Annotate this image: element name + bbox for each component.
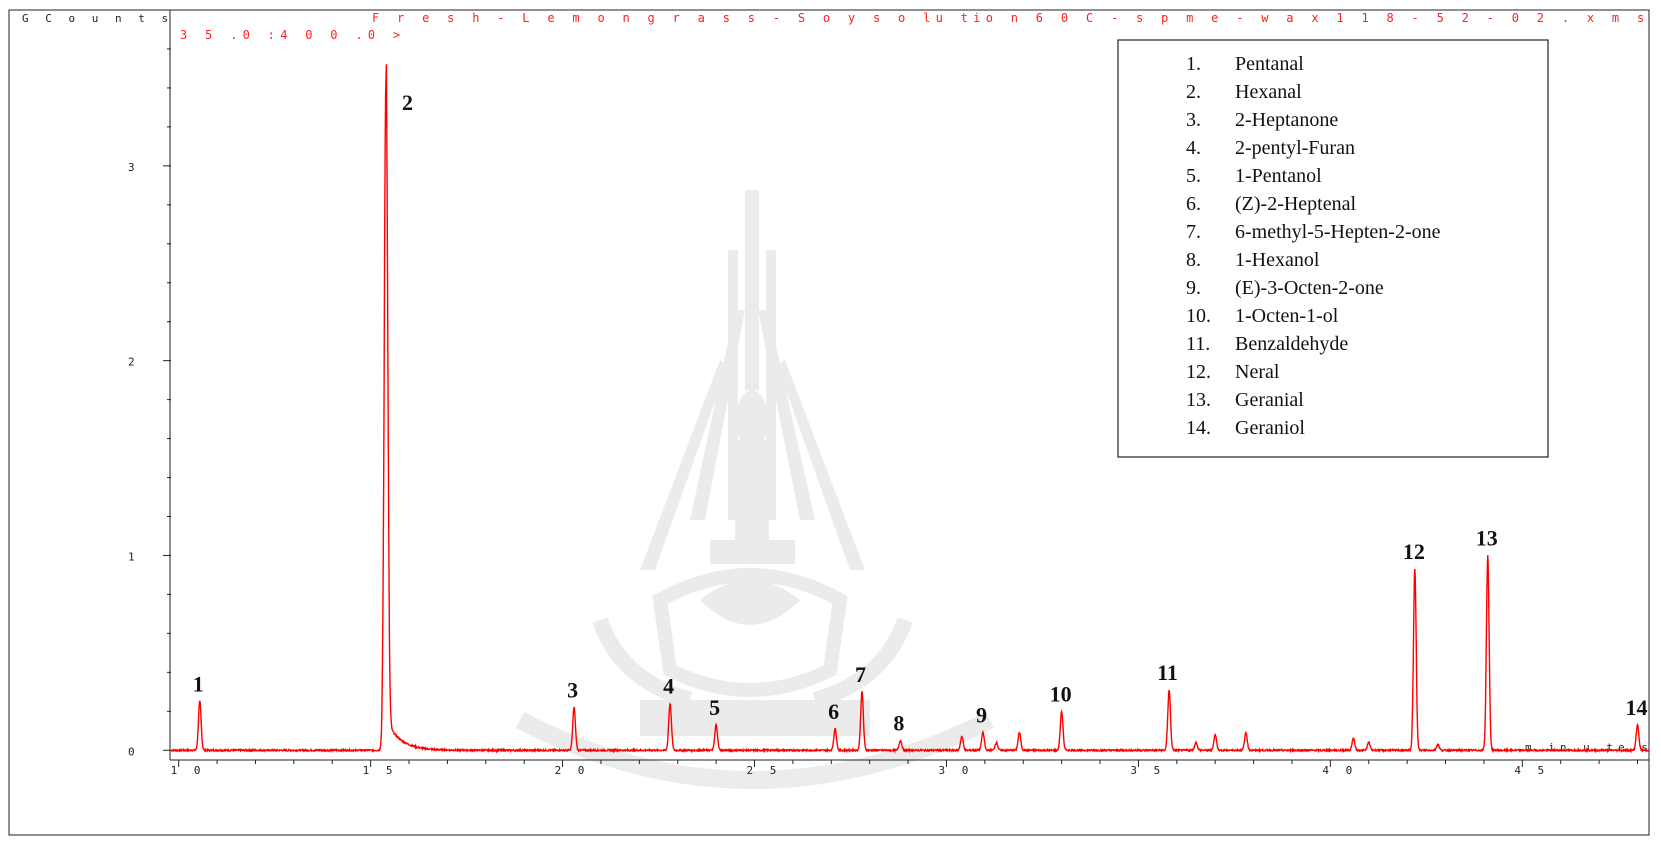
legend-compound-name: Neral bbox=[1235, 361, 1280, 383]
legend-compound-name: Benzaldehyde bbox=[1235, 333, 1348, 355]
university-emblem-watermark bbox=[515, 190, 995, 789]
chart-title: F r e s h - L e m o n g r a s s - S o y … bbox=[372, 11, 1661, 25]
x-tick-label: 4 0 bbox=[1322, 764, 1357, 777]
legend-compound-name: 2-Heptanone bbox=[1235, 109, 1338, 131]
y-tick-label: 0 bbox=[128, 745, 140, 758]
x-tick-label: 3 5 bbox=[1130, 764, 1165, 777]
peak-label: 6 bbox=[828, 699, 839, 724]
legend-compound-name: (Z)-2-Heptenal bbox=[1235, 193, 1356, 215]
x-tick-label: 2 5 bbox=[747, 764, 782, 777]
legend-compound-name: 1-Hexanol bbox=[1235, 249, 1320, 271]
legend-number: 8. bbox=[1186, 249, 1201, 271]
x-tick-label: 3 0 bbox=[938, 764, 973, 777]
y-tick-label: 2 bbox=[128, 356, 140, 369]
y-tick-label: 1 bbox=[128, 550, 140, 563]
y-tick-label: 3 bbox=[128, 161, 140, 174]
peak-label: 13 bbox=[1476, 525, 1498, 550]
x-tick-label: 1 5 bbox=[363, 764, 398, 777]
legend-compound-name: Geranial bbox=[1235, 389, 1304, 411]
legend-number: 14. bbox=[1186, 417, 1211, 439]
peak-label: 11 bbox=[1157, 660, 1178, 685]
legend-compound-name: 1-Octen-1-ol bbox=[1235, 305, 1339, 327]
peak-label: 9 bbox=[976, 703, 987, 728]
legend-compound-name: Geraniol bbox=[1235, 417, 1305, 439]
legend-number: 13. bbox=[1186, 389, 1211, 411]
legend-box bbox=[1117, 39, 1549, 458]
chart-subtitle: 3 5 .0 :4 0 0 .0 > bbox=[180, 28, 405, 42]
axis-ticks bbox=[163, 48, 1638, 767]
peak-label: 14 bbox=[1625, 695, 1647, 720]
y-axis-unit-label: G C o u n t s bbox=[22, 12, 173, 25]
legend-compound-name: 2-pentyl-Furan bbox=[1235, 137, 1355, 159]
legend-compound-name: 1-Pentanol bbox=[1235, 165, 1322, 187]
tic-trace-line bbox=[170, 64, 1650, 754]
legend-number: 10. bbox=[1186, 305, 1211, 327]
legend-compound-name: (E)-3-Octen-2-one bbox=[1235, 277, 1384, 299]
legend-number: 12. bbox=[1186, 361, 1211, 383]
legend-number: 1. bbox=[1186, 53, 1201, 75]
x-tick-label: 4 5 bbox=[1514, 764, 1549, 777]
legend-compound-name: 6-methyl-5-Hepten-2-one bbox=[1235, 221, 1441, 243]
x-tick-label: 2 0 bbox=[555, 764, 590, 777]
legend-number: 5. bbox=[1186, 165, 1201, 187]
peak-label: 1 bbox=[193, 672, 204, 697]
legend-compound-name: Hexanal bbox=[1235, 81, 1302, 103]
legend-number: 7. bbox=[1186, 221, 1201, 243]
peak-label: 8 bbox=[893, 711, 904, 736]
peak-label: 10 bbox=[1050, 681, 1072, 706]
peak-label: 12 bbox=[1403, 539, 1425, 564]
legend-number: 2. bbox=[1186, 81, 1201, 103]
legend-number: 6. bbox=[1186, 193, 1201, 215]
legend-number: 4. bbox=[1186, 137, 1201, 159]
legend-number: 3. bbox=[1186, 109, 1201, 131]
legend-compound-name: Pentanal bbox=[1235, 53, 1304, 75]
peak-label: 4 bbox=[663, 674, 674, 699]
legend-number: 11. bbox=[1186, 333, 1210, 355]
plot-frame bbox=[8, 9, 1650, 836]
peak-label: 5 bbox=[709, 695, 720, 720]
compound-legend: 1. Pentanal 2. Hexanal 3. 2-Heptanone 4. 2-pent… bbox=[1117, 39, 1549, 458]
x-tick-label: 1 0 bbox=[171, 764, 206, 777]
legend-number: 9. bbox=[1186, 277, 1201, 299]
peak-label: 3 bbox=[567, 677, 578, 702]
peak-label: 2 bbox=[402, 90, 413, 115]
peak-label: 7 bbox=[855, 662, 866, 687]
